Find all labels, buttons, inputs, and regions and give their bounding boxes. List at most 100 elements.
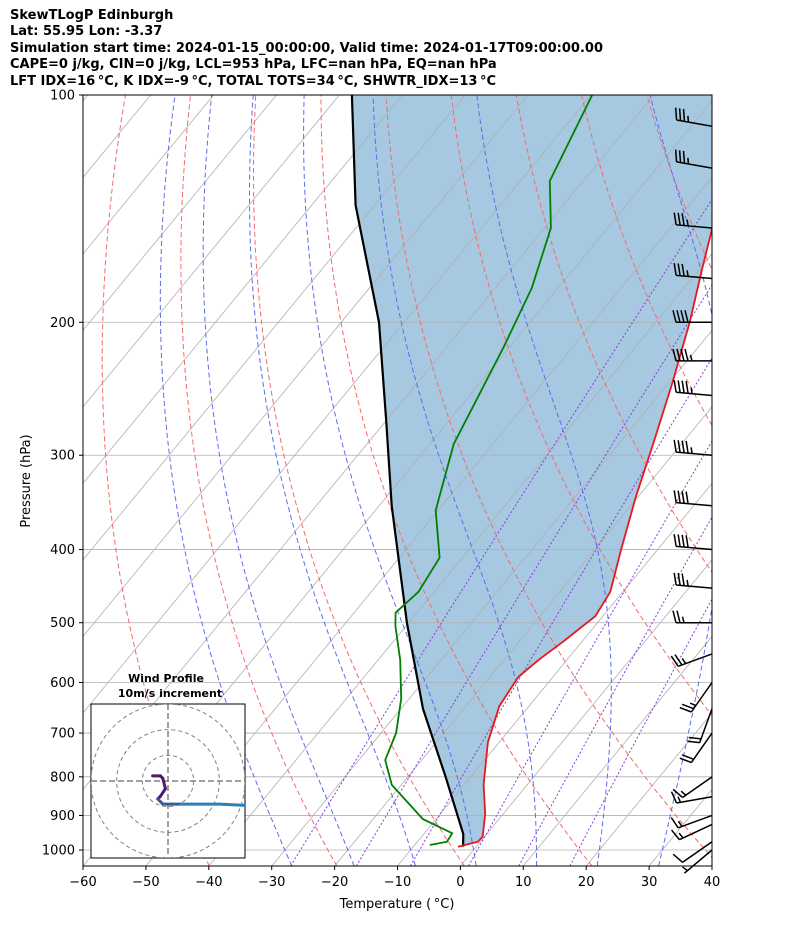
wind-barb-flag (681, 490, 685, 504)
y-tick-label: 100 (50, 89, 75, 104)
wind-barbs (670, 107, 713, 874)
moist-adiabat (202, 95, 355, 866)
wind-barb-flag (672, 610, 677, 623)
wind-barb-flag (685, 440, 689, 454)
parcel-profile-line (350, 95, 465, 847)
wind-barb-staff (676, 795, 713, 804)
wind-barb-flag (670, 655, 679, 667)
wind-barb-staff (676, 224, 713, 229)
x-tick-label: 0 (456, 875, 464, 890)
wind-barb (670, 814, 713, 829)
wind-barb-flag (672, 853, 684, 863)
wind-barb-flag (677, 573, 681, 586)
chart-header: SkewTLogP Edinburgh Lat: 55.95 Lon: -3.3… (10, 8, 603, 90)
mixing-ratio-line (409, 357, 712, 866)
wind-barb-flag (674, 654, 683, 666)
moist-adiabat (476, 95, 612, 866)
wind-barb-half-flag (690, 387, 693, 394)
station-coordinates: Lat: 55.95 Lon: -3.37 (10, 24, 163, 40)
grid-lines (83, 95, 712, 866)
wind-barb-flag (680, 348, 685, 362)
wind-barb-half-flag (689, 702, 697, 707)
y-tick-label: 1000 (42, 844, 75, 859)
wind-barb-half-flag (686, 270, 689, 277)
wind-barb-flag (673, 263, 677, 276)
dry-adiabat (385, 95, 712, 859)
x-tick-label: 10 (515, 875, 532, 890)
moist-adiabat (649, 95, 712, 866)
wind-barb-staff (677, 653, 713, 667)
x-tick-label: −60 (69, 875, 96, 890)
wind-barb (687, 708, 713, 744)
isotherm-line (83, 95, 214, 255)
wind-barb-half-flag (677, 820, 683, 827)
isotherm-line (334, 406, 712, 866)
wind-barb-flag (681, 263, 685, 277)
wind-barb-flag (684, 310, 689, 323)
dry-adiabat (252, 95, 465, 866)
wind-barb-flag (677, 534, 681, 547)
y-tick-label: 600 (50, 676, 75, 691)
wind-barb-flag (679, 757, 692, 764)
wind-barb-staff (676, 391, 713, 397)
wind-barb-staff (698, 708, 713, 743)
y-axis-label: Pressure (hPa) (19, 434, 34, 527)
stability-indices: LFT IDX=16 °C, K IDX=-9 °C, TOTAL TOTS=3… (10, 73, 497, 89)
wind-barb (674, 107, 713, 127)
wind-barb-flag (679, 706, 692, 713)
x-tick-label: 20 (578, 875, 595, 890)
wind-barb-flag (681, 754, 694, 760)
wind-barb-staff (682, 841, 713, 863)
isotherm-line (83, 95, 277, 331)
wind-barb-half-flag (686, 219, 689, 226)
y-tick-label: 500 (50, 616, 75, 631)
wind-barb-half-flag (681, 616, 685, 623)
y-tick-label: 200 (50, 316, 75, 331)
wind-barb-flag (673, 534, 677, 547)
wind-barb-flag (681, 573, 685, 586)
isotherm-line (83, 95, 340, 408)
wind-barb-flag (673, 490, 677, 503)
mixing-ratio-line (290, 198, 712, 866)
hodograph-inset: Wind Profile 10m/s increment (90, 672, 246, 859)
wind-barb (673, 534, 713, 551)
wind-barb-flag (677, 440, 681, 453)
wind-barb-half-flag (678, 832, 684, 839)
hodograph-content (91, 704, 245, 858)
y-tick-label: 400 (50, 543, 75, 558)
isotherm-line (522, 635, 712, 866)
wind-barb-staff (683, 849, 713, 874)
wind-barb-flag (677, 263, 681, 276)
x-tick-label: −50 (132, 875, 159, 890)
y-tick-label: 300 (50, 449, 75, 464)
x-tick-label: 30 (641, 875, 658, 890)
wind-barb-flag (684, 348, 689, 362)
mixing-ratio-lines (290, 198, 712, 866)
wind-barb-staff (676, 161, 713, 169)
wind-barb-flag (673, 439, 677, 453)
moist-adiabat (372, 95, 538, 866)
mixing-ratio-line (518, 516, 712, 866)
wind-barb (679, 732, 713, 764)
wind-barb-flag (673, 212, 677, 225)
wind-barb-flag (680, 310, 685, 323)
wind-barb (673, 263, 713, 280)
isotherm-line (208, 253, 712, 866)
moist-adiabats (159, 95, 712, 866)
moist-adiabat (249, 95, 416, 866)
plot-content (83, 95, 712, 866)
isotherm-line (83, 95, 89, 102)
wind-barb-flag (682, 150, 686, 164)
y-tick-label: 700 (50, 727, 75, 742)
y-tick-label: 900 (50, 809, 75, 824)
wind-barb (673, 490, 713, 507)
wind-barb-staff (676, 274, 713, 280)
wind-barb-flag (670, 817, 679, 829)
wind-barb-flag (677, 212, 681, 226)
wind-barb-flag (674, 107, 678, 121)
x-tick-label: −10 (384, 875, 411, 890)
wind-barb-flag (672, 310, 677, 323)
isotherm-line (460, 559, 712, 866)
wind-barb (672, 348, 712, 362)
wind-barb-staff (676, 451, 713, 456)
